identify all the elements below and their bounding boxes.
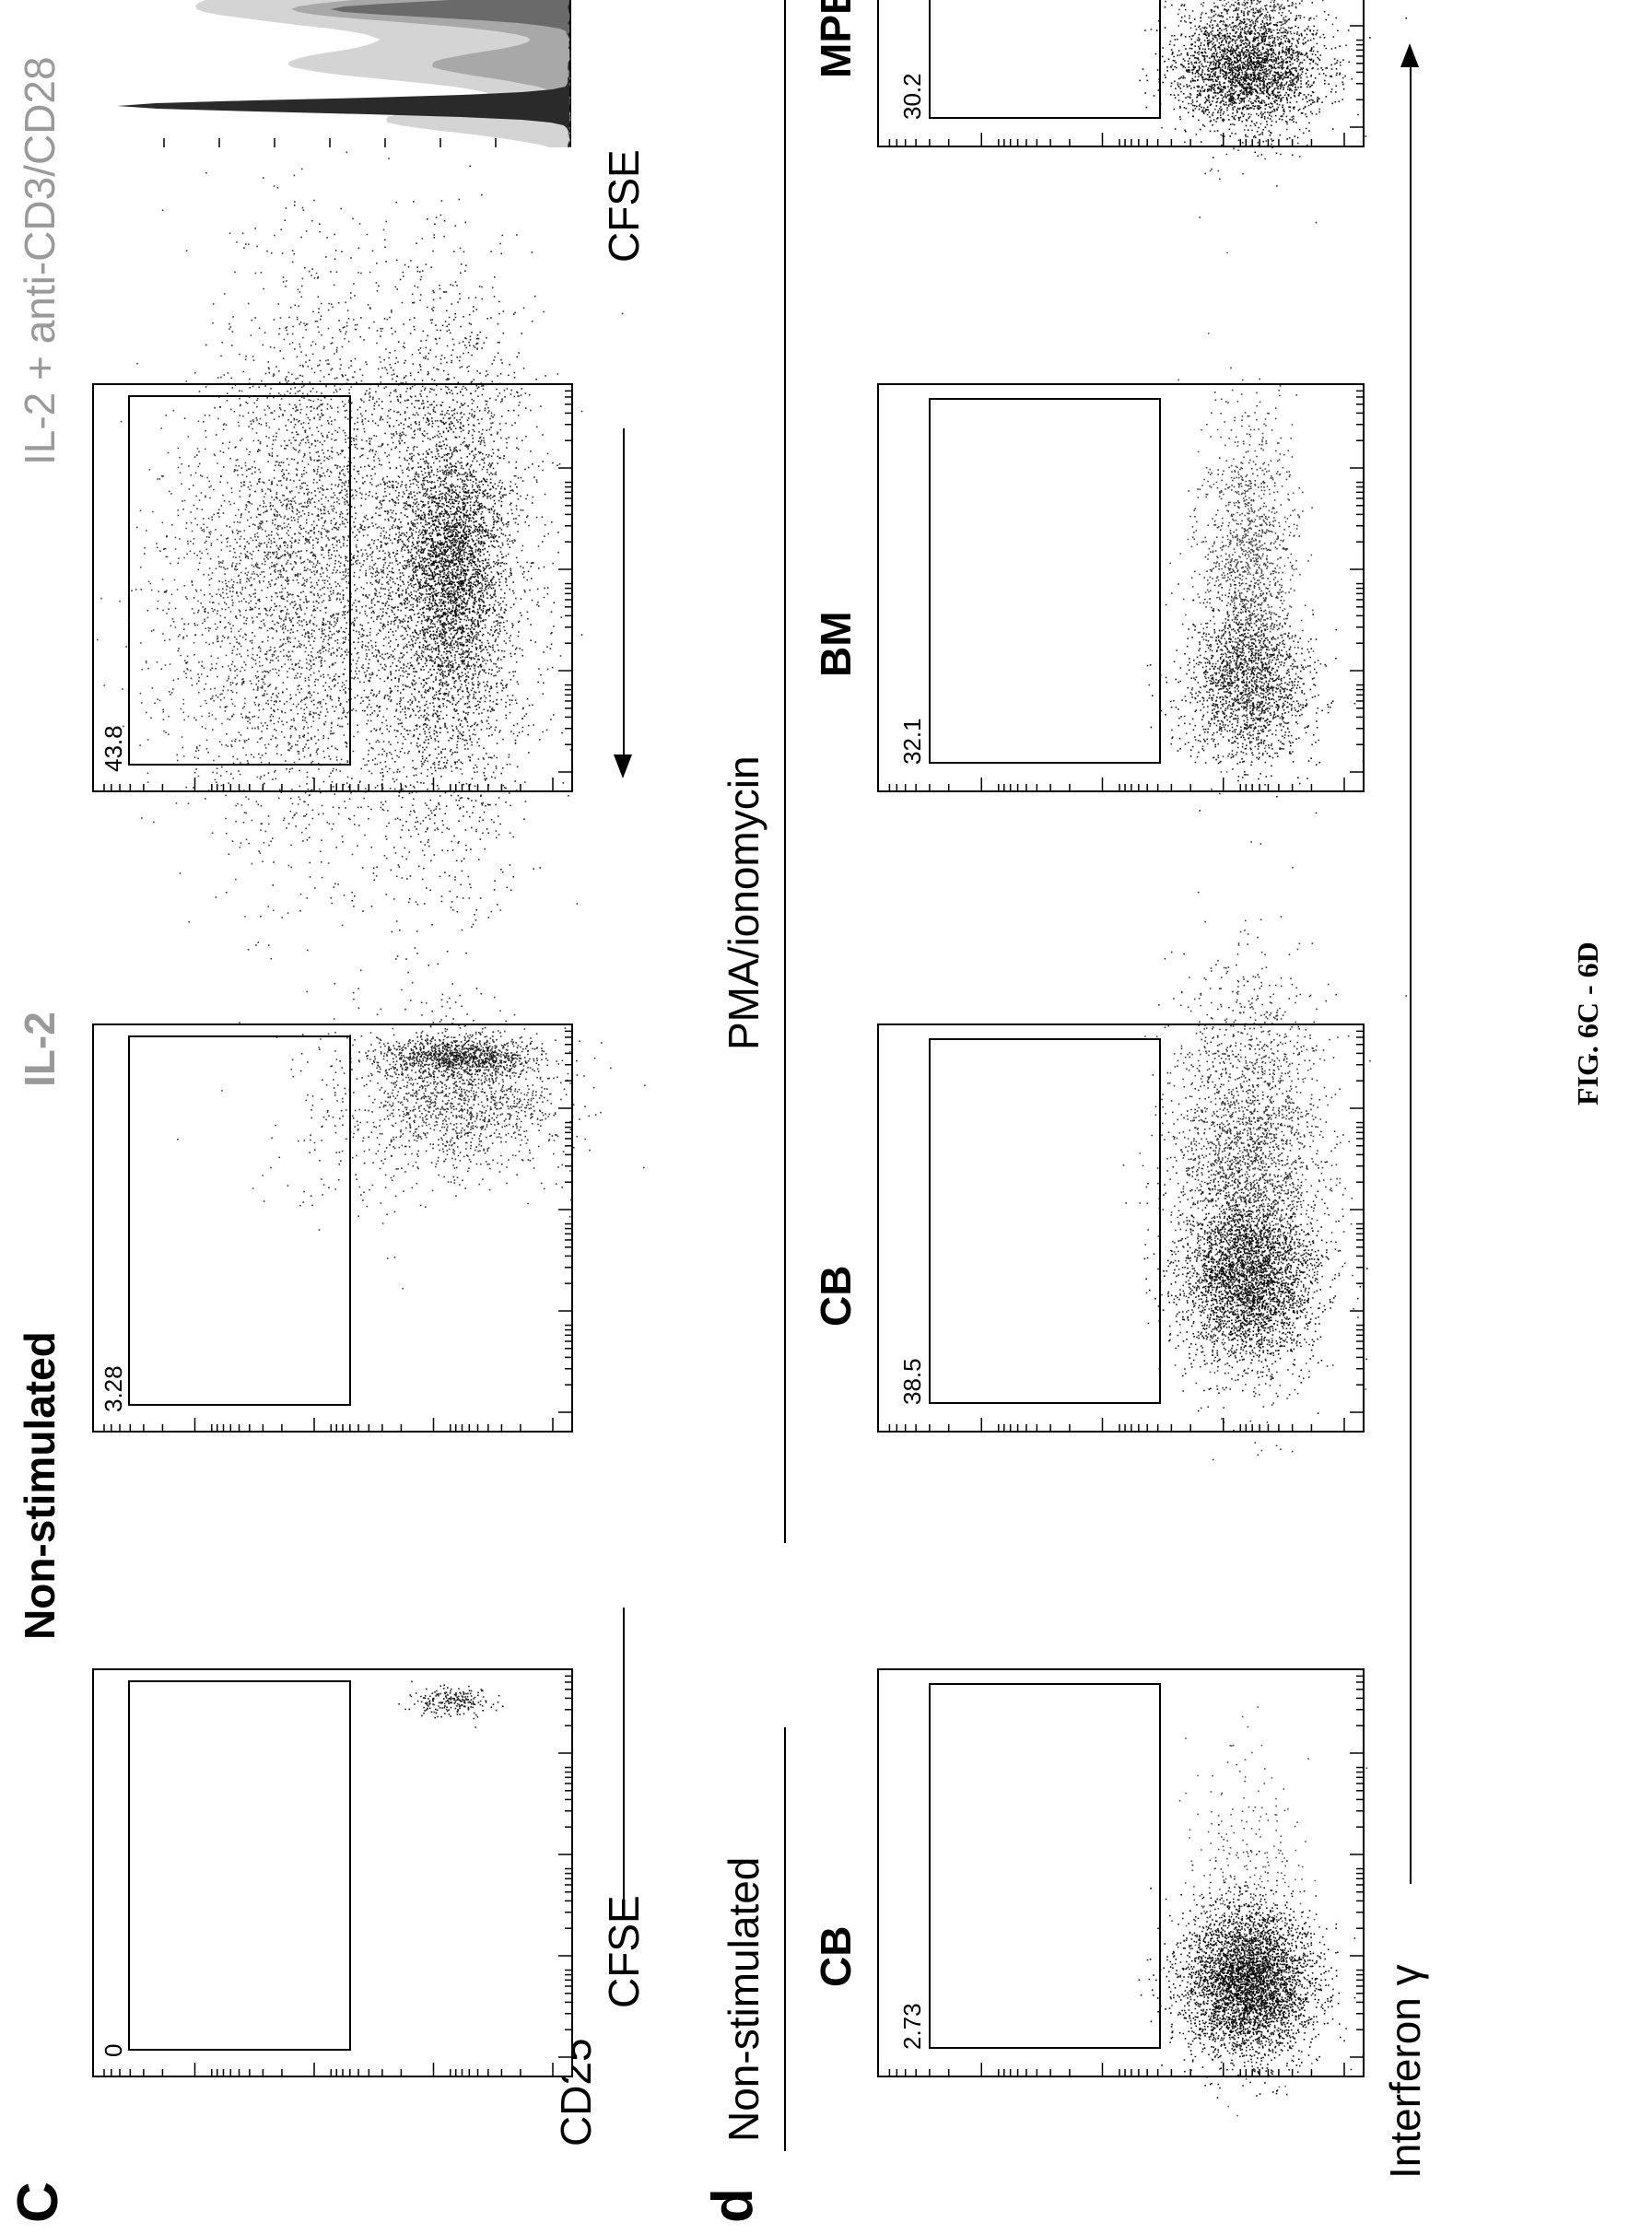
heading-il2: IL-2	[16, 1012, 64, 1087]
xlabel-cfse-hist: CFSE	[600, 149, 648, 263]
interferon-arrow-line	[1410, 60, 1412, 1884]
xlabel-cfse-left: CFSE	[600, 1895, 648, 2008]
rule-nonstimulated	[784, 1727, 786, 2151]
gate-percent-label: 30.2	[898, 73, 926, 120]
plot-d-mpb-pma: 30.2	[877, 0, 1407, 224]
plot-c-nonstimulated: 0	[92, 1668, 573, 2077]
gate-rect	[929, 0, 1161, 119]
event-dots	[1169, 251, 1319, 776]
heading-nonstimulated-d: Non-stimulated	[720, 1856, 767, 2142]
figure-caption: FIG. 6C - 6D	[1571, 942, 1604, 1105]
group-label-2: CB	[812, 1265, 860, 1327]
event-dots	[1139, 0, 1407, 158]
heading-il2-anticd3: IL-2 + anti-CD3/CD28	[16, 56, 64, 465]
event-dots	[1171, 1706, 1368, 2117]
event-dots	[1146, 566, 1365, 814]
panel-c-letter: C	[6, 2181, 70, 2223]
event-dots	[144, 0, 498, 1033]
cfse-arrow-line-right	[623, 428, 625, 760]
panel-d-letter: d	[701, 2188, 765, 2223]
cfse-arrow-head	[614, 754, 632, 778]
gate-rect	[929, 1038, 1161, 1404]
plot-d-bm-pma: 32.1	[877, 251, 1365, 814]
plot-d-cb-nonstimulated: 2.73	[877, 1668, 1368, 2117]
event-dots	[389, 385, 554, 754]
gate-percent-label: 32.1	[898, 718, 926, 765]
rule-pma	[784, 0, 786, 1543]
event-dots	[1138, 1824, 1365, 2099]
interferon-arrow-head	[1400, 43, 1419, 67]
heading-pma-ionomycin: PMA/ionomycin	[720, 755, 767, 1050]
gate-rect	[128, 1680, 351, 2051]
event-dots	[307, 1026, 578, 1093]
group-label-1: CB	[812, 1925, 860, 1987]
group-label-3: BM	[812, 611, 860, 677]
xlabel-interferon: Interferon γ	[1381, 1964, 1429, 2179]
histogram-series	[117, 0, 571, 147]
gate-percent-label: 3.28	[100, 1365, 127, 1412]
event-dots	[1122, 841, 1407, 1461]
group-label-4: MPB	[812, 0, 860, 78]
plot-canvas: 30.2	[888, 0, 1407, 224]
gate-percent-label: 2.73	[898, 2003, 926, 2050]
plot-c-histogram	[92, 0, 571, 147]
plot-canvas: 3.28	[100, 981, 646, 1431]
cfse-arrow-line-left	[623, 1608, 625, 1902]
gate-rect	[128, 1035, 351, 1406]
plot-canvas: 32.1	[888, 251, 1365, 814]
plot-canvas: 38.5	[888, 841, 1407, 1461]
heading-nonstimulated-c: Non-stimulated	[16, 1331, 64, 1640]
event-dots	[177, 1099, 572, 1201]
gate-rect	[929, 1683, 1161, 2049]
plot-canvas: 43.8	[97, 0, 624, 1033]
plot-canvas: 2.73	[888, 1675, 1368, 2117]
event-dots	[221, 983, 476, 1290]
gate-rect	[128, 395, 351, 766]
event-dots	[398, 1680, 504, 1728]
event-dots	[307, 981, 646, 1218]
gate-percent-label: 43.8	[100, 725, 127, 772]
gate-percent-label: 0	[100, 2044, 127, 2057]
plot-c-il2: 3.28	[92, 981, 646, 1433]
event-dots	[1146, 0, 1365, 224]
plot-canvas: 0	[100, 1675, 571, 2076]
plot-canvas	[117, 0, 571, 147]
gate-rect	[929, 398, 1161, 764]
histogram-series	[157, 0, 569, 147]
event-dots	[97, 241, 386, 923]
event-dots	[303, 0, 624, 1011]
plot-c-il2-anticd3: 43.8	[92, 0, 624, 1033]
plot-d-cb-pma: 38.5	[877, 841, 1407, 1461]
gate-percent-label: 38.5	[898, 1358, 926, 1405]
